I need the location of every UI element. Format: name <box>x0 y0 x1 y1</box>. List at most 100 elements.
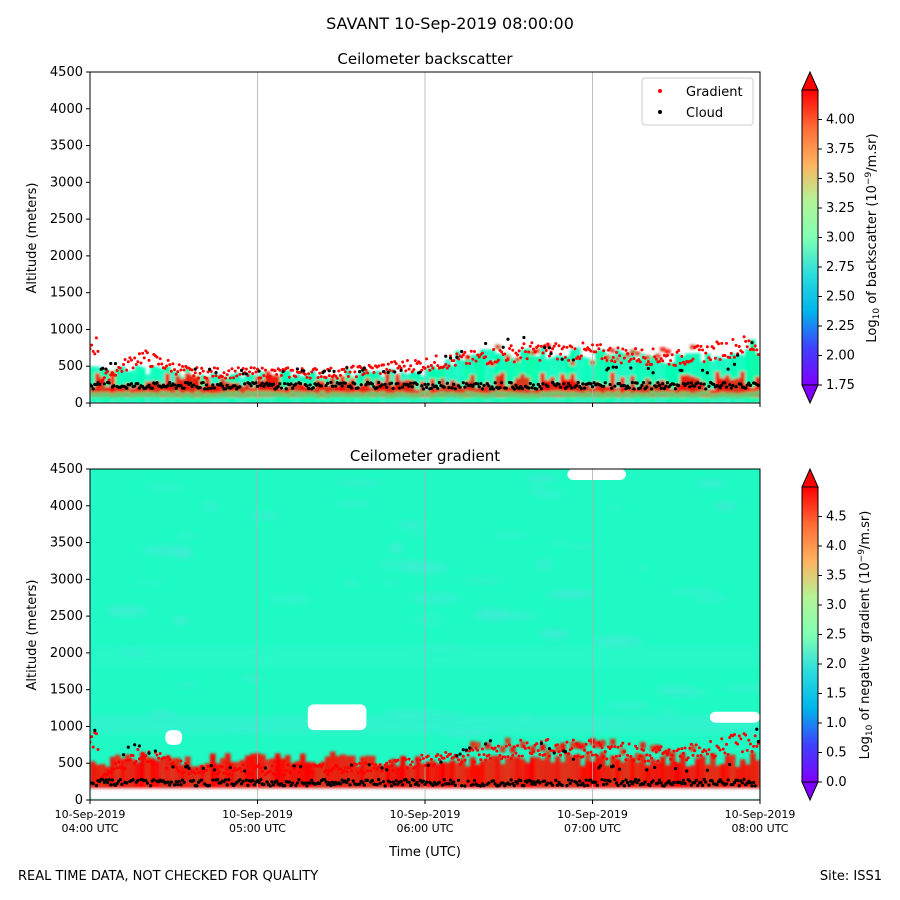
cloud-point <box>531 383 536 387</box>
cloud-point <box>570 386 574 390</box>
gradient-point <box>721 747 725 751</box>
gradient-point <box>659 357 663 361</box>
cloud-point <box>728 762 732 767</box>
gradient-point <box>701 750 705 754</box>
gradient-title: Ceilometer gradient <box>350 447 500 465</box>
gradient-point <box>254 370 258 374</box>
cloud-point <box>640 383 644 387</box>
gradient-point <box>123 767 127 771</box>
gradient-point <box>107 378 111 382</box>
gradient-point <box>256 765 259 769</box>
cloud-point <box>632 387 636 391</box>
gradient-point <box>508 743 512 747</box>
gradient-point <box>713 356 717 360</box>
colorbar-tick-label: 1.0 <box>826 716 847 731</box>
cloud-point <box>453 387 457 391</box>
gradient-point <box>611 756 615 760</box>
y-tick-label: 0 <box>75 793 83 808</box>
gradient-point <box>677 349 681 353</box>
cloud-point <box>244 372 248 376</box>
cloud-point <box>581 382 585 386</box>
cloud-point <box>182 386 186 390</box>
cloud-point <box>346 777 351 782</box>
cloud-point <box>699 780 703 784</box>
gradient-point <box>428 368 432 372</box>
cloud-point <box>736 353 740 357</box>
gradient-point <box>583 748 587 752</box>
gradient-point <box>370 366 374 370</box>
cloud-point <box>618 381 622 386</box>
gradient-point <box>348 766 352 770</box>
gradient-point <box>551 347 555 351</box>
cloud-point <box>239 368 244 372</box>
x-tick-label: 10-Sep-2019 <box>725 808 796 821</box>
cloud-point <box>252 783 256 787</box>
gradient-point <box>736 742 740 746</box>
gradient-point <box>611 356 615 360</box>
gradient-point <box>581 341 585 345</box>
cloud-point <box>570 779 574 783</box>
cloud-point <box>243 382 247 386</box>
colorbar-tick-label: 2.50 <box>826 290 855 305</box>
cloud-point <box>251 778 255 783</box>
cloud-point <box>208 783 212 787</box>
cloud-point <box>198 385 202 390</box>
gradient-point <box>506 357 510 361</box>
gradient-point <box>452 359 456 363</box>
cloud-point <box>554 778 558 782</box>
cloud-point <box>227 778 231 782</box>
cloud-point <box>528 779 532 783</box>
gradient-point <box>318 371 322 375</box>
gradient-point <box>629 357 633 361</box>
cloud-point <box>431 783 435 787</box>
cloud-point <box>166 383 170 387</box>
gradient-point <box>434 354 438 358</box>
cloud-point <box>659 781 663 785</box>
gradient-point <box>586 751 590 755</box>
cloud-point <box>203 387 207 391</box>
y-tick-label: 1000 <box>50 719 83 734</box>
cloud-point <box>707 783 711 787</box>
gradient-point <box>120 369 124 373</box>
gradient-point <box>155 753 159 757</box>
gradient-point <box>578 745 582 749</box>
cloud-point <box>311 386 315 390</box>
cloud-point <box>705 768 709 772</box>
cloud-point <box>493 381 497 385</box>
gradient-point <box>377 364 381 368</box>
backscatter-xaxis <box>89 403 761 407</box>
gradient-point <box>488 360 492 364</box>
y-tick-label: 4000 <box>50 499 83 514</box>
gradient-point <box>236 366 240 370</box>
cloud-point <box>362 366 366 370</box>
gradient-point <box>117 760 121 764</box>
gradient-point <box>696 344 700 348</box>
cloud-point <box>110 778 114 782</box>
backscatter-panel: 0 500 1000 1500 2000 2500 3000 3500 4000 4500 Cei… <box>25 50 882 411</box>
cloud-point <box>455 754 459 758</box>
cloud-point <box>209 386 213 390</box>
gradient-point <box>91 349 95 353</box>
gradient-point <box>122 363 125 367</box>
cloud-point <box>622 384 627 388</box>
cloud-point <box>450 386 454 390</box>
gradient-point <box>710 753 714 757</box>
gradient-point <box>680 354 684 358</box>
backscatter-grid <box>257 72 593 403</box>
cloud-point <box>566 778 571 782</box>
gradient-point <box>488 756 492 760</box>
gradient-point <box>632 758 636 762</box>
cloud-point <box>724 782 729 786</box>
gradient-point <box>614 350 618 354</box>
x-tick-label: 10-Sep-2019 <box>390 808 461 821</box>
gradient-point <box>142 356 146 360</box>
gradient-point <box>147 358 151 362</box>
legend-cloud-label: Cloud <box>686 106 723 121</box>
gradient-point <box>386 362 390 366</box>
gradient-point <box>520 346 524 350</box>
cloud-point <box>385 385 389 389</box>
cloud-point <box>389 381 394 385</box>
gradient-point <box>479 758 483 762</box>
cloud-point <box>424 780 429 784</box>
x-tick-label: 10-Sep-2019 <box>55 808 126 821</box>
